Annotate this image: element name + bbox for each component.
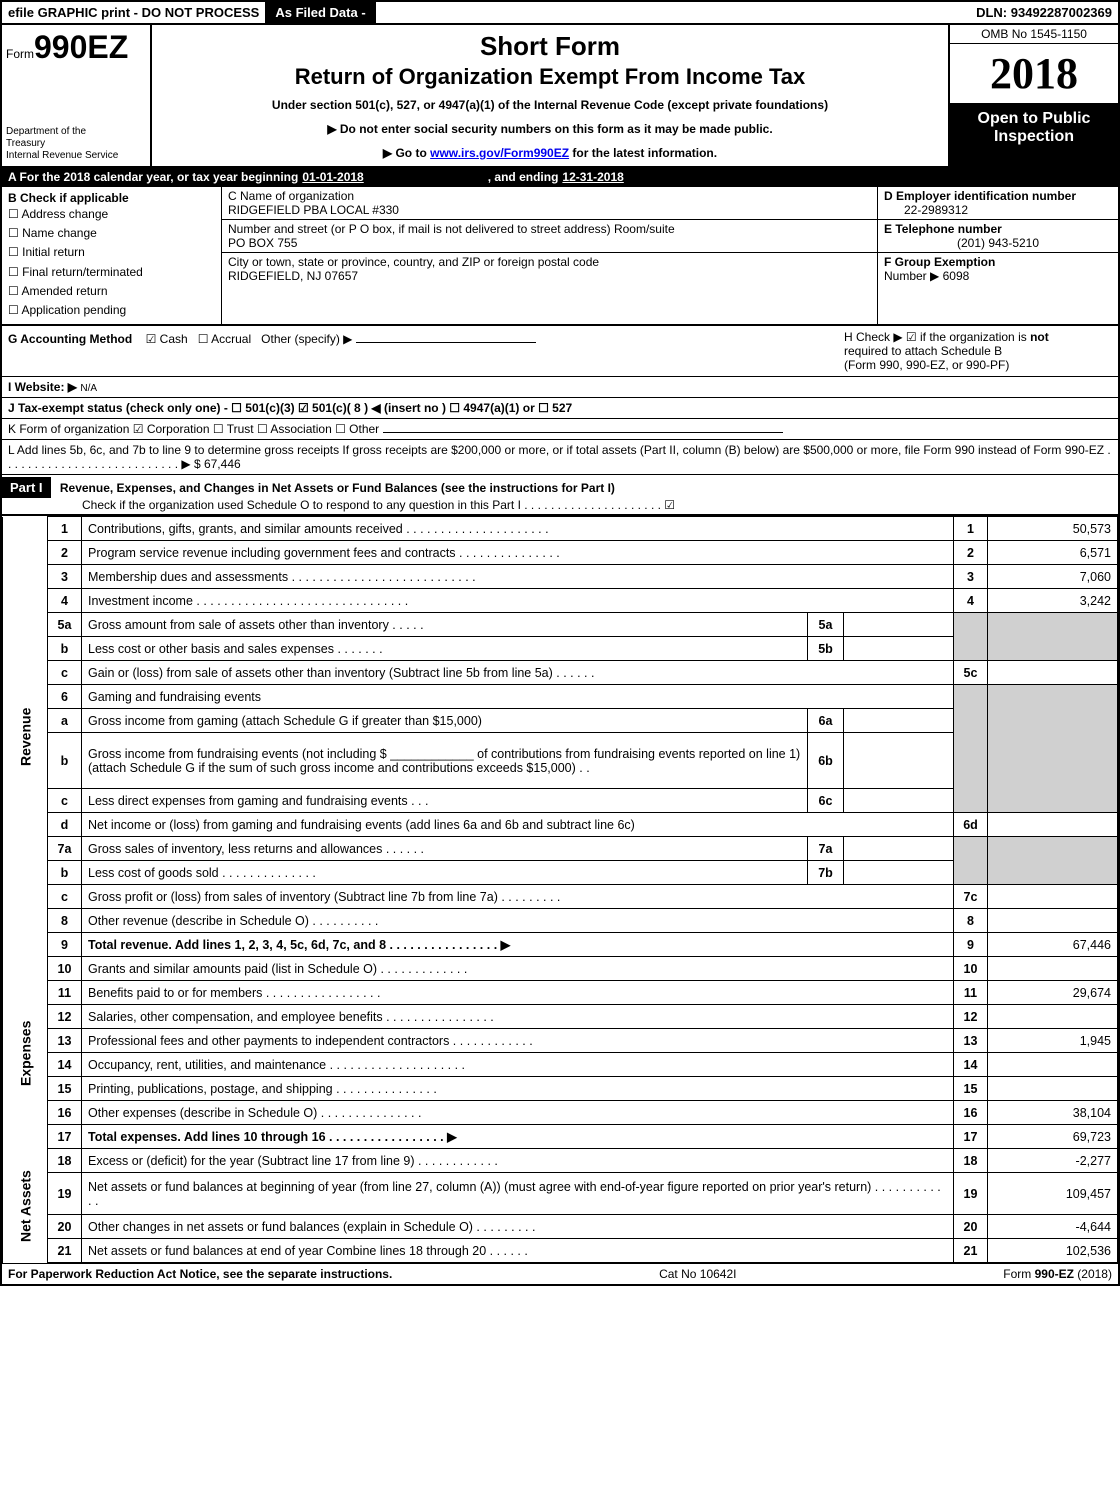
chk-final-return[interactable]: ☐ Final return/terminated: [8, 263, 215, 282]
subtitle: Under section 501(c), 527, or 4947(a)(1)…: [162, 98, 938, 112]
line-11: 11 Benefits paid to or for members . . .…: [3, 981, 1118, 1005]
line-14: 14 Occupancy, rent, utilities, and maint…: [3, 1053, 1118, 1077]
top-bar: efile GRAPHIC print - DO NOT PROCESS As …: [2, 2, 1118, 25]
form-number: Form990EZ: [6, 29, 146, 66]
ssn-warning: ▶ Do not enter social security numbers o…: [162, 122, 938, 136]
website-value: N/A: [80, 383, 97, 394]
line-6d: d Net income or (loss) from gaming and f…: [3, 813, 1118, 837]
line-3: 3 Membership dues and assessments . . . …: [3, 565, 1118, 589]
org-city-cell: City or town, state or province, country…: [222, 253, 877, 285]
other-specify-input[interactable]: [356, 342, 536, 343]
chk-name-change[interactable]: ☐ Name change: [8, 224, 215, 243]
line-5c: c Gain or (loss) from sale of assets oth…: [3, 661, 1118, 685]
chk-accrual[interactable]: ☐ Accrual: [198, 332, 251, 346]
line-16: 16 Other expenses (describe in Schedule …: [3, 1101, 1118, 1125]
line-7a: 7a Gross sales of inventory, less return…: [3, 837, 1118, 861]
footer: For Paperwork Reduction Act Notice, see …: [2, 1263, 1118, 1284]
footer-formno: Form 990-EZ (2018): [1003, 1267, 1112, 1281]
info-block: B Check if applicable ☐ Address change ☐…: [2, 187, 1118, 326]
financial-lines-table: Revenue 1 Contributions, gifts, grants, …: [2, 516, 1118, 1263]
header-right: OMB No 1545-1150 2018 Open to Public Ins…: [948, 25, 1118, 166]
line-21: 21 Net assets or fund balances at end of…: [3, 1239, 1118, 1263]
gh-block: G Accounting Method ☑ Cash ☐ Accrual Oth…: [2, 326, 1118, 377]
line-4: 4 Investment income . . . . . . . . . . …: [3, 589, 1118, 613]
group-exemption-cell: F Group Exemption Number ▶ 6098: [878, 253, 1118, 285]
col-b-heading: B Check if applicable: [8, 191, 215, 205]
line-12: 12 Salaries, other compensation, and emp…: [3, 1005, 1118, 1029]
website-row: I Website: ▶ N/A: [2, 377, 1118, 398]
org-street: PO BOX 755: [228, 236, 297, 250]
line-2: 2 Program service revenue including gove…: [3, 541, 1118, 565]
line-5b: b Less cost or other basis and sales exp…: [3, 637, 1118, 661]
line-1: Revenue 1 Contributions, gifts, grants, …: [3, 517, 1118, 541]
header-left: Form990EZ Department of the Treasury Int…: [2, 25, 152, 166]
part-1-header: Part I Revenue, Expenses, and Changes in…: [2, 475, 1118, 516]
footer-paperwork: For Paperwork Reduction Act Notice, see …: [8, 1267, 392, 1281]
phone-cell: E Telephone number (201) 943-5210: [878, 220, 1118, 253]
part-1-label: Part I: [2, 477, 51, 498]
row-a-tax-year: A For the 2018 calendar year, or tax yea…: [2, 168, 1118, 187]
accounting-method: G Accounting Method ☑ Cash ☐ Accrual Oth…: [2, 326, 838, 376]
chk-address-change[interactable]: ☐ Address change: [8, 205, 215, 224]
revenue-side-label: Revenue: [3, 517, 48, 957]
other-org-input[interactable]: [383, 432, 783, 433]
line-15: 15 Printing, publications, postage, and …: [3, 1077, 1118, 1101]
ein-cell: D Employer identification number 22-2989…: [878, 187, 1118, 220]
expenses-side-label: Expenses: [3, 957, 48, 1149]
line-9: 9 Total revenue. Add lines 1, 2, 3, 4, 5…: [3, 933, 1118, 957]
main-title: Return of Organization Exempt From Incom…: [162, 64, 938, 90]
short-form-title: Short Form: [162, 31, 938, 62]
line-7b: b Less cost of goods sold . . . . . . . …: [3, 861, 1118, 885]
line-7c: c Gross profit or (loss) from sales of i…: [3, 885, 1118, 909]
line-18: Net Assets 18 Excess or (deficit) for th…: [3, 1149, 1118, 1173]
part-1-check: Check if the organization used Schedule …: [2, 498, 675, 512]
chk-initial-return[interactable]: ☐ Initial return: [8, 243, 215, 262]
goto-link-row: ▶ Go to www.irs.gov/Form990EZ for the la…: [162, 146, 938, 160]
footer-catno: Cat No 10642I: [659, 1267, 736, 1281]
dln: DLN: 93492287002369: [970, 2, 1118, 23]
header: Form990EZ Department of the Treasury Int…: [2, 25, 1118, 168]
chk-application-pending[interactable]: ☐ Application pending: [8, 301, 215, 320]
tax-exempt-status: J Tax-exempt status (check only one) - ☐…: [2, 398, 1118, 419]
line-6b: b Gross income from fundraising events (…: [3, 733, 1118, 789]
line-5a: 5a Gross amount from sale of assets othe…: [3, 613, 1118, 637]
tax-year: 2018: [950, 44, 1118, 104]
schedule-b-check: H Check ▶ ☑ if the organization is not r…: [838, 326, 1118, 376]
line-13: 13 Professional fees and other payments …: [3, 1029, 1118, 1053]
line-20: 20 Other changes in net assets or fund b…: [3, 1215, 1118, 1239]
chk-cash[interactable]: ☑ Cash: [146, 332, 188, 346]
line-17: 17 Total expenses. Add lines 10 through …: [3, 1125, 1118, 1149]
open-public-badge: Open to Public Inspection: [950, 104, 1118, 166]
line-19: 19 Net assets or fund balances at beginn…: [3, 1173, 1118, 1215]
org-name: RIDGEFIELD PBA LOCAL #330: [228, 203, 399, 217]
omb-number: OMB No 1545-1150: [950, 25, 1118, 44]
form-of-organization: K Form of organization ☑ Corporation ☐ T…: [2, 419, 1118, 440]
as-filed-label: As Filed Data -: [265, 2, 375, 23]
line-6a: a Gross income from gaming (attach Sched…: [3, 709, 1118, 733]
org-name-cell: C Name of organization RIDGEFIELD PBA LO…: [222, 187, 877, 220]
gross-receipts-row: L Add lines 5b, 6c, and 7b to line 9 to …: [2, 440, 1118, 475]
irs-link[interactable]: www.irs.gov/Form990EZ: [430, 146, 569, 160]
col-d-ids: D Employer identification number 22-2989…: [878, 187, 1118, 324]
ein-value: 22-2989312: [884, 203, 968, 217]
col-c-org-info: C Name of organization RIDGEFIELD PBA LO…: [222, 187, 878, 324]
line-10: Expenses 10 Grants and similar amounts p…: [3, 957, 1118, 981]
chk-amended-return[interactable]: ☐ Amended return: [8, 282, 215, 301]
line-6c: c Less direct expenses from gaming and f…: [3, 789, 1118, 813]
group-exemption-value: 6098: [943, 269, 970, 283]
org-city: RIDGEFIELD, NJ 07657: [228, 269, 358, 283]
dept-label: Department of the Treasury Internal Reve…: [6, 126, 146, 162]
netassets-side-label: Net Assets: [3, 1149, 48, 1263]
line-6: 6 Gaming and fundraising events: [3, 685, 1118, 709]
col-b-checkboxes: B Check if applicable ☐ Address change ☐…: [2, 187, 222, 324]
gross-receipts-value: $ 67,446: [194, 457, 241, 471]
org-street-cell: Number and street (or P O box, if mail i…: [222, 220, 877, 253]
phone-value: (201) 943-5210: [884, 236, 1112, 250]
line-8: 8 Other revenue (describe in Schedule O)…: [3, 909, 1118, 933]
efile-label: efile GRAPHIC print - DO NOT PROCESS: [2, 2, 265, 23]
header-center: Short Form Return of Organization Exempt…: [152, 25, 948, 166]
